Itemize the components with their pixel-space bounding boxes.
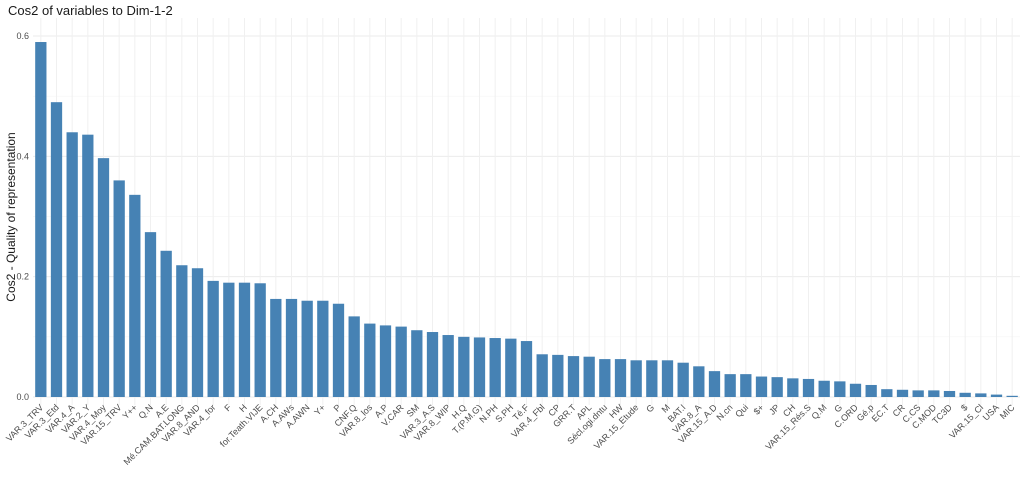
bar: [614, 359, 627, 397]
bar: [975, 393, 987, 397]
x-tick-label: F: [222, 402, 233, 413]
bar: [990, 394, 1003, 397]
bar: [97, 158, 110, 397]
bar: [630, 360, 642, 397]
bar: [254, 283, 266, 397]
bar: [301, 300, 313, 397]
y-tick-label: 0.0: [16, 392, 29, 402]
bar: [426, 332, 439, 397]
bar: [285, 298, 298, 397]
bar: [50, 102, 63, 398]
x-tick-label: G: [644, 402, 656, 414]
x-tick-label: H: [237, 402, 249, 414]
bar: [458, 336, 470, 397]
bar: [881, 389, 893, 397]
bar: [865, 384, 877, 397]
x-tick-label: Q.M: [809, 402, 828, 421]
bar: [411, 330, 423, 397]
bar: [520, 341, 533, 397]
bar: [348, 316, 360, 397]
bar: [771, 377, 783, 397]
bar: [364, 323, 376, 397]
y-tick-label: 0.6: [16, 31, 29, 41]
bar: [567, 356, 580, 397]
x-tick-label: EC.T: [870, 402, 892, 424]
y-axis-label: Cos2 - Quality of representation: [4, 132, 18, 301]
y-tick-label: 0.4: [16, 151, 29, 161]
x-tick-label: P: [332, 402, 343, 413]
bar: [160, 250, 172, 397]
bar: [802, 378, 815, 397]
x-tick-label: Y++: [120, 402, 139, 421]
bar: [144, 232, 157, 397]
bar: [207, 280, 219, 397]
bar: [834, 381, 846, 397]
bar: [176, 265, 188, 397]
bar: [912, 390, 924, 397]
bar: [740, 374, 752, 397]
x-tick-label: MIC: [998, 402, 1017, 421]
x-tick-label: $: [959, 402, 970, 413]
bar: [129, 194, 141, 397]
bar: [552, 354, 564, 397]
bar: [1006, 395, 1018, 397]
bar-layer: [35, 42, 1018, 398]
bar: [928, 390, 940, 397]
bar: [818, 380, 830, 397]
bar: [708, 371, 721, 397]
bar: [787, 378, 799, 397]
x-tick-label: JP: [767, 402, 782, 417]
bar: [332, 303, 345, 397]
bar: [724, 374, 736, 397]
bar: [270, 298, 282, 397]
bar: [238, 282, 251, 397]
x-tick-label: Q.N: [137, 402, 155, 420]
bar: [489, 338, 501, 397]
x-tick-label: USA: [981, 402, 1001, 422]
bar: [896, 389, 909, 397]
bar: [677, 362, 689, 397]
bar: [473, 337, 486, 397]
bar: [943, 390, 956, 397]
y-axis-ticks: 0.0 0.2 0.4 0.6: [16, 31, 29, 402]
bar: [395, 326, 407, 397]
bar: [536, 354, 548, 397]
bar: [693, 366, 705, 397]
x-tick-label: N.cn: [714, 402, 734, 422]
y-tick-label: 0.2: [16, 272, 29, 282]
bar: [959, 392, 971, 397]
bar: [379, 325, 392, 397]
bar: [317, 300, 329, 397]
bar: [505, 338, 517, 397]
x-axis-ticks: VAR.3_TRVVAR.3_EtdVAR.4_AVAR.2_YVAR.4_Mo…: [4, 402, 1017, 467]
bar: [442, 335, 454, 397]
bar: [66, 132, 78, 397]
bar: [755, 376, 768, 397]
bar: [849, 383, 862, 397]
bar: [35, 42, 47, 398]
bar: [113, 180, 125, 397]
bar: [223, 282, 235, 397]
bar: [82, 134, 94, 398]
chart-title: Cos2 of variables to Dim-1-2: [8, 3, 173, 18]
x-tick-label: Qui: [733, 402, 750, 419]
bar: [646, 360, 658, 397]
bar: [599, 359, 611, 397]
bar: [191, 268, 204, 397]
bar: [583, 356, 595, 397]
bar: [661, 360, 674, 397]
x-tick-label: Y+: [312, 402, 327, 417]
x-tick-label: $+: [752, 402, 766, 416]
